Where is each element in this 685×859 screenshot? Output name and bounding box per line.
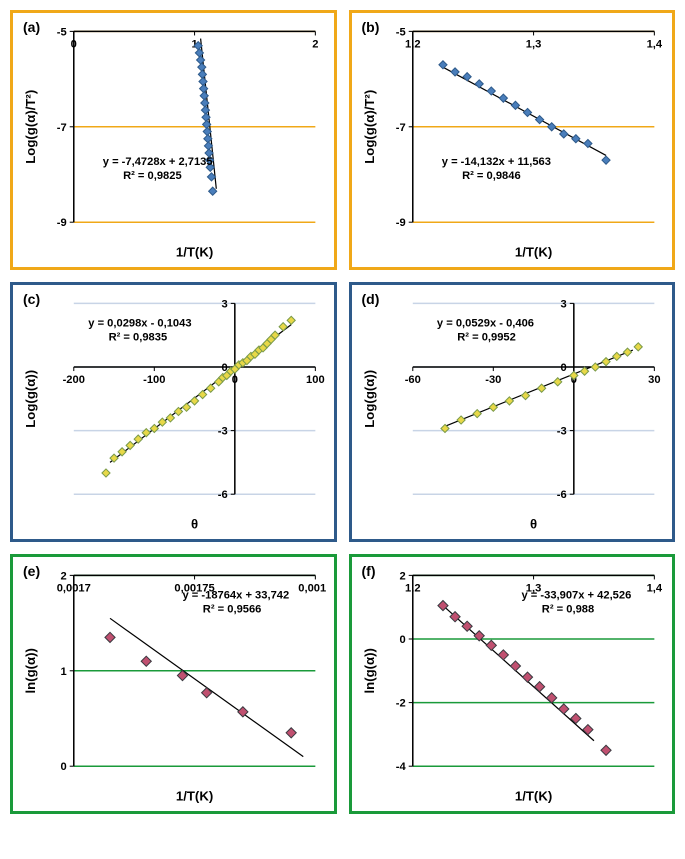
svg-text:1,4: 1,4 (646, 39, 662, 51)
svg-text:R² = 0,9846: R² = 0,9846 (462, 170, 521, 182)
svg-text:R² = 0,9825: R² = 0,9825 (123, 170, 182, 182)
svg-text:2: 2 (312, 39, 318, 51)
svg-text:y = -7,4728x + 2,7135: y = -7,4728x + 2,7135 (103, 156, 213, 168)
svg-text:1,2: 1,2 (405, 39, 421, 51)
svg-text:1/T(K): 1/T(K) (514, 789, 551, 804)
svg-text:-2: -2 (395, 698, 405, 710)
panel-b: (b) 1,2 1,3 1,4 -9 -7 -5 y = -14,132x + 11,563 R… (349, 10, 676, 270)
svg-text:θ: θ (191, 517, 198, 532)
svg-text:θ: θ (529, 517, 536, 532)
svg-text:1,4: 1,4 (646, 583, 662, 595)
svg-text:0: 0 (60, 761, 66, 773)
svg-text:3: 3 (560, 298, 566, 310)
svg-text:1: 1 (60, 666, 66, 678)
chart-grid: (a) 0 1 2 -9 -7 -5 y = -7,4728x + 2,7135 R² = 0,… (10, 10, 675, 814)
svg-text:-6: -6 (218, 489, 228, 501)
svg-text:Log(g(α)/T²): Log(g(α)/T²) (362, 90, 377, 164)
svg-text:-9: -9 (57, 217, 67, 229)
svg-text:0,0017: 0,0017 (57, 583, 91, 595)
svg-text:1/T(K): 1/T(K) (176, 245, 213, 260)
svg-text:Log(g(α)/T²): Log(g(α)/T²) (23, 90, 38, 164)
panel-e: (e)0,00170,001750,0018012y = -18764x + 3… (10, 554, 337, 814)
svg-text:y = -33,907x + 42,526: y = -33,907x + 42,526 (521, 589, 631, 601)
svg-text:-4: -4 (395, 761, 406, 773)
svg-text:100: 100 (306, 374, 325, 386)
svg-text:-30: -30 (485, 374, 501, 386)
svg-text:-3: -3 (556, 426, 566, 438)
svg-text:0: 0 (71, 39, 77, 51)
svg-text:ln(g(α)): ln(g(α)) (23, 648, 38, 693)
svg-text:-9: -9 (395, 217, 405, 229)
svg-text:0,0018: 0,0018 (298, 583, 325, 595)
svg-text:0: 0 (560, 362, 566, 374)
svg-text:R² = 0,988: R² = 0,988 (541, 603, 593, 615)
svg-text:R² = 0,9566: R² = 0,9566 (203, 603, 262, 615)
svg-text:y = 0,0298x - 0,1043: y = 0,0298x - 0,1043 (88, 317, 191, 329)
svg-text:2: 2 (399, 570, 405, 582)
svg-text:1,3: 1,3 (525, 39, 541, 51)
panel-label: (a) (23, 19, 40, 35)
svg-text:3: 3 (222, 298, 228, 310)
svg-text:-5: -5 (57, 26, 67, 38)
svg-text:-3: -3 (218, 426, 228, 438)
svg-text:-7: -7 (395, 122, 405, 134)
panel-label: (b) (362, 19, 380, 35)
svg-text:1,2: 1,2 (405, 583, 421, 595)
panel-label: (f) (362, 563, 376, 579)
svg-text:-5: -5 (395, 26, 405, 38)
svg-text:0: 0 (232, 374, 238, 386)
svg-text:y = -18764x + 33,742: y = -18764x + 33,742 (182, 589, 289, 601)
svg-text:-200: -200 (63, 374, 85, 386)
svg-text:y = 0,0529x - 0,406: y = 0,0529x - 0,406 (436, 317, 533, 329)
svg-text:30: 30 (648, 374, 660, 386)
svg-text:-6: -6 (556, 489, 566, 501)
panel-c: (c)-200-1000100-6-303y = 0,0298x - 0,104… (10, 282, 337, 542)
panel-label: (e) (23, 563, 40, 579)
svg-text:y = -14,132x + 11,563: y = -14,132x + 11,563 (441, 156, 550, 168)
svg-text:-100: -100 (143, 374, 165, 386)
svg-text:1/T(K): 1/T(K) (176, 789, 213, 804)
panel-d: (d)-60-30030-6-303y = 0,0529x - 0,406R² … (349, 282, 676, 542)
svg-text:1/T(K): 1/T(K) (514, 245, 551, 260)
svg-text:Log(g(α)): Log(g(α)) (362, 370, 377, 428)
svg-text:R² = 0,9835: R² = 0,9835 (109, 331, 168, 343)
svg-text:2: 2 (60, 570, 66, 582)
svg-text:Log(g(α)): Log(g(α)) (23, 370, 38, 428)
svg-text:ln(g(α)): ln(g(α)) (362, 648, 377, 693)
panel-label: (d) (362, 291, 380, 307)
panel-f: (f)1,21,31,4-4-202y = -33,907x + 42,526R… (349, 554, 676, 814)
svg-text:-7: -7 (57, 122, 67, 134)
svg-text:-60: -60 (404, 374, 420, 386)
panel-a: (a)012-9-7-5y = -7,4728x + 2,7135R² = 0,… (10, 10, 337, 270)
svg-text:R² = 0,9952: R² = 0,9952 (457, 331, 516, 343)
svg-text:0: 0 (399, 634, 405, 646)
panel-label: (c) (23, 291, 40, 307)
